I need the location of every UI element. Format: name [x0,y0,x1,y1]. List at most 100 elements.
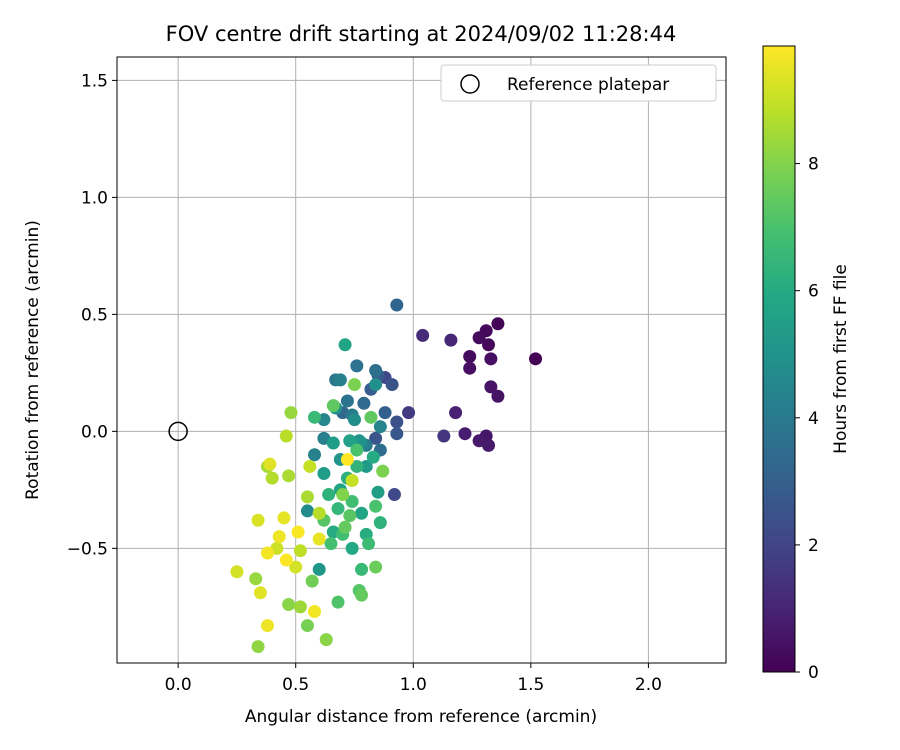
scatter-point [357,397,370,410]
legend-label-reference-platepar: Reference platepar [507,75,669,95]
y-tick-label: 0.5 [81,305,108,325]
scatter-point [327,399,340,412]
scatter-point [390,416,403,429]
scatter-point [482,439,495,452]
plot-background [117,57,726,663]
scatter-point [350,359,363,372]
scatter-point [252,514,265,527]
scatter-point [369,364,382,377]
colorbar-tick-label: 2 [808,536,819,556]
scatter-point [313,507,326,520]
scatter-point [282,598,295,611]
legend: Reference platepar [441,65,716,101]
scatter-point [346,542,359,555]
scatter-point [308,448,321,461]
scatter-point [374,420,387,433]
scatter-point [332,596,345,609]
scatter-point [341,394,354,407]
scatter-point [301,490,314,503]
scatter-point [473,331,486,344]
scatter-point [292,525,305,538]
scatter-point [350,444,363,457]
scatter-point [317,467,330,480]
scatter-point [346,474,359,487]
scatter-point [374,516,387,529]
scatter-point [301,619,314,632]
scatter-point [355,563,368,576]
scatter-point [339,338,352,351]
scatter-point [449,406,462,419]
scatter-point [280,430,293,443]
scatter-point [484,352,497,365]
scatter-point [301,504,314,517]
colorbar: 0 2 4 6 8 Hours from first FF file [763,46,851,683]
scatter-point [273,530,286,543]
scatter-point [529,352,542,365]
scatter-point [261,619,274,632]
scatter-point [277,511,290,524]
scatter-point [341,453,354,466]
scatter-point [282,469,295,482]
scatter-point [437,430,450,443]
scatter-point [254,586,267,599]
scatter-point [463,362,476,375]
scatter-point [463,350,476,363]
scatter-point [313,532,326,545]
scatter-point [459,427,472,440]
scatter-point [386,378,399,391]
scatter-point [327,437,340,450]
x-axis-label: Angular distance from reference (arcmin) [245,707,597,727]
scatter-point [491,317,504,330]
x-tick-label: 2.0 [635,675,662,695]
scatter-point [280,554,293,567]
colorbar-gradient [763,46,795,672]
x-tick-label: 1.0 [400,675,427,695]
y-tick-label: 0.0 [81,422,108,442]
figure: FOV centre drift starting at 2024/09/02 … [0,0,900,750]
colorbar-tick-label: 6 [808,282,819,302]
scatter-point [369,561,382,574]
colorbar-tick-label: 8 [808,155,819,175]
scatter-point [364,411,377,424]
scatter-point [367,451,380,464]
scatter-point [332,502,345,515]
x-tick-label: 0.5 [282,675,309,695]
y-axis-ticks: −0.50.00.51.01.5 [67,71,117,559]
x-tick-label: 1.5 [517,675,544,695]
scatter-point [334,373,347,386]
scatter-point [336,488,349,501]
scatter-point [348,413,361,426]
scatter-point [320,633,333,646]
scatter-point [249,572,262,585]
scatter-point [324,537,337,550]
scatter-point [266,472,279,485]
scatter-point [313,563,326,576]
colorbar-ticks: 0 2 4 6 8 [795,155,819,683]
scatter-point [416,329,429,342]
scatter-point [355,507,368,520]
plot-area: 0.00.51.01.52.0 −0.50.00.51.01.5 [67,57,726,695]
scatter-point [390,427,403,440]
scatter-point [294,544,307,557]
colorbar-tick-label: 4 [808,409,819,429]
scatter-point [252,640,265,653]
scatter-point [376,465,389,478]
y-axis-label: Rotation from reference (arcmin) [23,220,43,500]
scatter-point [372,486,385,499]
scatter-point [339,521,352,534]
colorbar-tick-label: 0 [808,663,819,683]
chart-title: FOV centre drift starting at 2024/09/02 … [166,22,677,46]
scatter-point [379,406,392,419]
scatter-point [308,605,321,618]
scatter-point [294,600,307,613]
scatter-point [308,411,321,424]
scatter-point [388,488,401,501]
scatter-point [303,460,316,473]
scatter-point [230,565,243,578]
scatter-point [390,299,403,312]
colorbar-label: Hours from first FF file [831,264,851,454]
scatter-point [369,500,382,513]
scatter-point [348,378,361,391]
x-axis-ticks: 0.00.51.01.52.0 [165,663,662,695]
scatter-point [402,406,415,419]
